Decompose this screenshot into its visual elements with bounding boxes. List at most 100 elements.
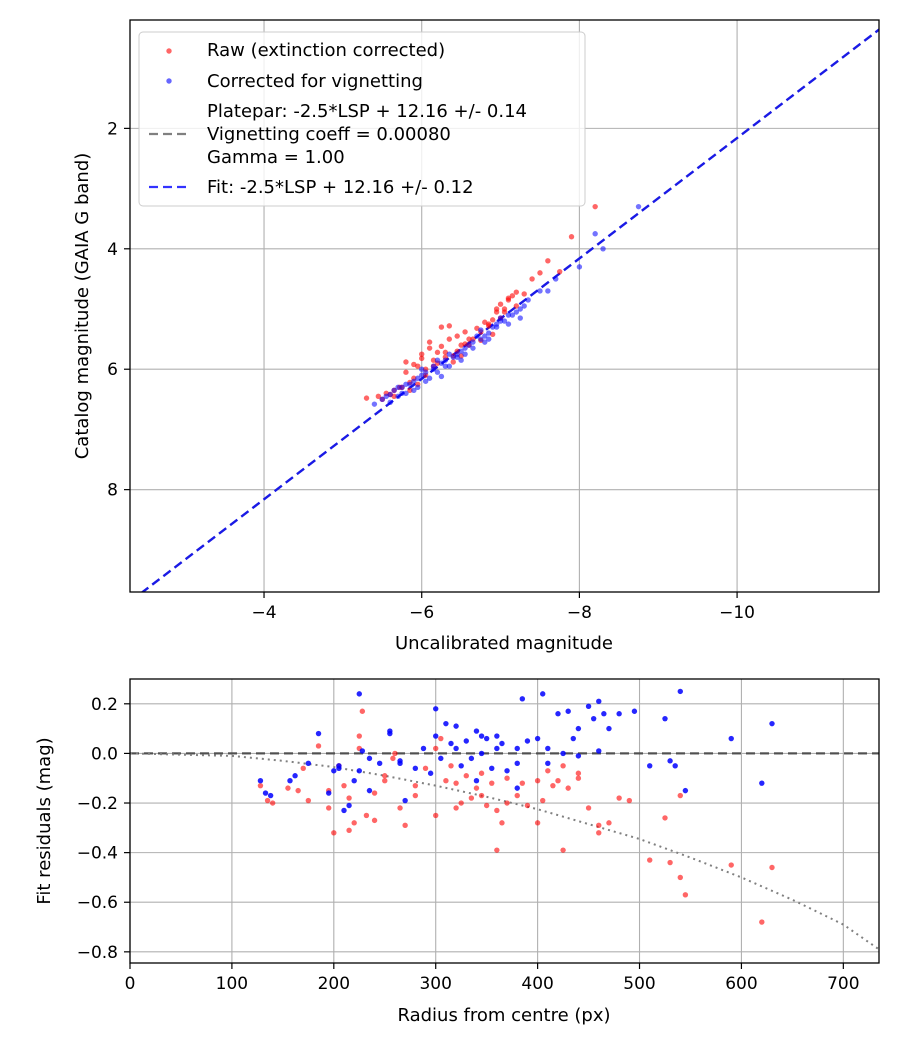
main-chart-corrected-point <box>411 378 417 384</box>
main-chart-raw-point <box>426 345 433 351</box>
residuals-chart-raw-point <box>412 782 419 789</box>
residuals-chart-corrected-point <box>499 740 505 747</box>
main-chart-raw-point <box>419 355 425 362</box>
residuals-chart-raw-point <box>550 782 556 789</box>
residuals-chart-raw-point <box>759 919 765 925</box>
residuals-chart-raw-point <box>606 820 612 826</box>
main-chart-corrected-point <box>478 336 484 342</box>
residuals-chart-corrected-point <box>672 763 678 769</box>
residuals-chart-corrected-point <box>545 760 551 767</box>
main-chart-corrected-point <box>419 366 425 372</box>
residuals-chart-raw-point <box>448 763 454 769</box>
residuals-chart-lines <box>130 752 879 951</box>
residuals-chart-corrected-point <box>359 748 366 754</box>
main-chart-raw-point <box>375 393 382 400</box>
main-chart-raw-point <box>363 395 370 401</box>
main-chart-corrected-point <box>371 401 378 407</box>
residuals-chart-raw-point <box>494 807 500 814</box>
residuals-chart-corrected-point <box>287 777 293 784</box>
residuals-chart-raw-point <box>463 773 469 779</box>
residuals-chart-raw-point <box>565 785 571 791</box>
residuals-chart-raw-point <box>769 864 775 871</box>
main-chart-corrected-point <box>411 387 417 393</box>
main-chart-raw-point <box>450 359 456 365</box>
main-chart-corrected-point <box>478 327 484 333</box>
residuals-chart-points <box>257 688 775 925</box>
residuals-chart-xlabel: Radius from centre (px) <box>397 1005 610 1026</box>
main-chart-corrected-point <box>517 315 523 321</box>
main-chart-raw-point <box>426 339 433 345</box>
residuals-chart-corrected-point <box>682 787 689 794</box>
main-chart-lines <box>140 28 879 592</box>
residuals-chart-corrected-point <box>596 698 602 705</box>
residuals-chart-xtick-label: 700 <box>827 974 859 994</box>
residuals-chart-raw-point <box>295 787 301 794</box>
main-chart-corrected-point <box>482 339 488 345</box>
main-chart-corrected-point <box>458 348 464 354</box>
main-chart-raw-point <box>415 363 421 369</box>
residuals-chart-raw-point <box>499 820 505 826</box>
main-chart-raw-point <box>466 336 472 342</box>
residuals-chart-raw-point <box>326 805 332 811</box>
main-chart-raw-point <box>407 387 413 393</box>
main-chart-corrected-point <box>545 288 551 294</box>
residuals-chart-raw-point <box>468 795 475 801</box>
residuals-chart-corrected-point <box>489 765 495 771</box>
residuals-chart: 0 100 200 300 400 500 600 700 0.2 0.0 −0.2 −0.4 −0.6… <box>34 678 880 1026</box>
residuals-chart-raw-point <box>585 805 592 811</box>
residuals-chart-raw-point <box>397 805 403 811</box>
residuals-chart-corrected-point <box>463 738 469 744</box>
residuals-chart-raw-point <box>363 812 370 819</box>
residuals-chart-raw-point <box>390 755 396 762</box>
residuals-chart-raw-point <box>453 780 459 786</box>
residuals-chart-raw-point <box>346 795 352 801</box>
residuals-chart-corrected-point <box>606 725 612 732</box>
main-chart-corrected-point <box>474 333 480 339</box>
main-chart-raw-point <box>430 357 437 363</box>
residuals-chart-raw-point <box>478 770 485 776</box>
main-chart-corrected-point <box>458 357 464 363</box>
residuals-chart-raw-point <box>489 780 495 786</box>
main-chart-raw-point <box>513 303 520 309</box>
main-chart-corrected-point <box>521 303 527 309</box>
residuals-chart-corrected-point <box>596 748 602 754</box>
main-chart-raw-point <box>462 329 468 335</box>
residuals-chart-raw-point <box>647 857 653 863</box>
residuals-chart-raw-point <box>682 892 689 898</box>
residuals-chart-raw-point <box>305 797 312 804</box>
main-chart-xtick-label: −8 <box>567 603 592 623</box>
main-chart-raw-point <box>521 291 527 297</box>
residuals-chart-corrected-point <box>402 797 408 804</box>
residuals-chart-corrected-point <box>346 802 352 809</box>
residuals-chart-ytick-label: −0.6 <box>77 893 118 913</box>
main-chart-corrected-point <box>395 393 401 400</box>
main-chart-raw-point <box>446 336 453 342</box>
legend-corrected-marker <box>166 78 172 84</box>
main-chart-raw-point <box>446 323 453 329</box>
residuals-chart-corrected-point <box>420 745 427 752</box>
residuals-chart-raw-point <box>422 765 429 771</box>
residuals-chart-ylabel: Fit residuals (mag) <box>34 737 55 904</box>
main-chart-raw-point <box>556 268 563 275</box>
main-chart-corrected-point <box>430 366 437 372</box>
legend-fit-label: Fit: -2.5*LSP + 12.16 +/- 0.12 <box>207 177 474 198</box>
residuals-chart-corrected-point <box>412 765 419 771</box>
residuals-chart-corrected-point <box>351 777 357 784</box>
main-chart-raw-point <box>486 321 492 327</box>
main-chart-raw-point <box>497 301 504 307</box>
main-chart-corrected-point <box>501 318 508 324</box>
main-chart-corrected-point <box>497 318 504 324</box>
residuals-chart-raw-point <box>331 830 337 836</box>
main-chart-corrected-point <box>399 390 405 397</box>
main-chart-corrected-point <box>462 351 468 357</box>
main-chart-corrected-point <box>489 324 496 330</box>
residuals-chart-corrected-point <box>292 773 298 779</box>
residuals-chart-raw-point <box>269 800 276 806</box>
residuals-chart-corrected-point <box>494 745 500 752</box>
residuals-chart-corrected-point <box>504 768 510 774</box>
main-chart-corrected-point <box>438 360 445 366</box>
residuals-chart-raw-point <box>677 792 683 799</box>
main-chart-raw-point <box>438 343 445 350</box>
main-chart-ytick-label: 6 <box>107 360 118 380</box>
main-chart-corrected-point <box>470 345 476 351</box>
